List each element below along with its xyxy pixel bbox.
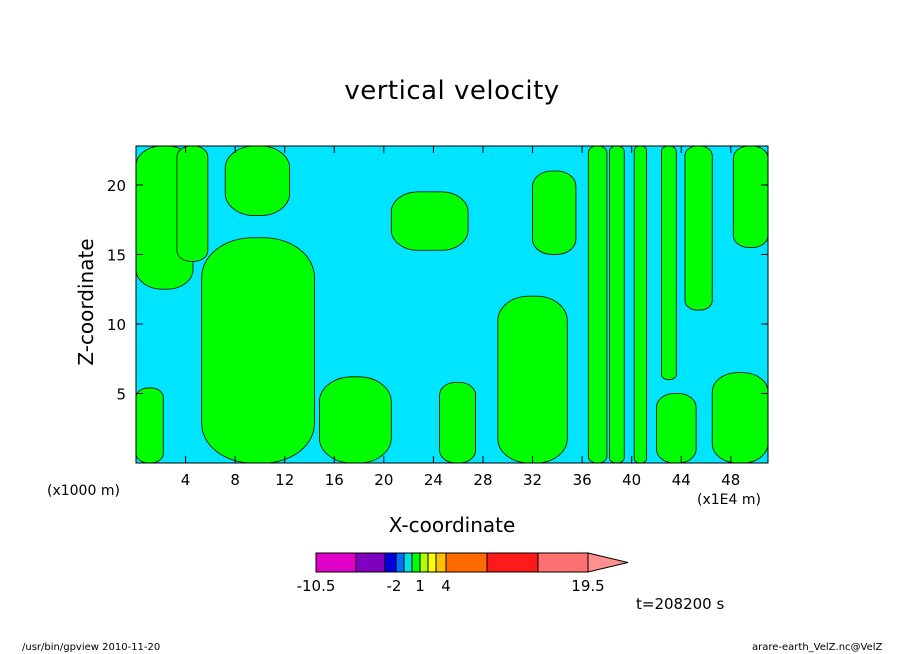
x-tick-label: 16 <box>325 471 344 489</box>
positive-region-4 <box>224 146 291 216</box>
positive-region-15 <box>732 146 768 248</box>
x-tick-label: 8 <box>230 471 240 489</box>
y-tick-label: 15 <box>107 246 126 264</box>
positive-region-2 <box>201 237 315 463</box>
positive-region-11 <box>608 146 625 463</box>
x-tick-label: 36 <box>573 471 592 489</box>
colorbar-swatch <box>537 552 589 573</box>
colorbar-swatch <box>384 552 397 573</box>
positive-region-7 <box>439 381 476 463</box>
time-label: t=208200 s <box>636 595 725 613</box>
colorbar-swatch <box>355 552 386 573</box>
positive-region-12 <box>633 146 647 463</box>
y-tick-label: 5 <box>116 385 126 403</box>
footer-left: /usr/bin/gpview 2010-11-20 <box>22 642 161 653</box>
positive-region-6 <box>390 191 469 251</box>
positive-region-14 <box>684 146 713 311</box>
y-axis-label: Z-coordinate <box>74 238 98 366</box>
y-tick-label: 10 <box>107 316 126 334</box>
chart-title: vertical velocity <box>344 76 560 106</box>
positive-region-13 <box>661 146 677 380</box>
colorbar-label: 4 <box>441 577 451 595</box>
positive-region-17 <box>711 372 768 463</box>
x-tick-label: 20 <box>374 471 393 489</box>
x-unit-label: (x1000 m) <box>47 483 120 499</box>
colorbar-swatch <box>395 552 405 573</box>
plot-frame <box>135 145 769 464</box>
positive-region-8 <box>497 295 568 463</box>
x-axis-label: X-coordinate <box>388 513 516 537</box>
colorbar-swatch <box>427 552 437 573</box>
colorbar-swatch <box>403 552 413 573</box>
positive-region-5 <box>319 376 392 463</box>
x-tick-label: 12 <box>275 471 294 489</box>
footer-right: arare-earth_VelZ.nc@VelZ <box>752 642 883 653</box>
positive-region-1 <box>136 387 164 463</box>
positive-region-16 <box>656 393 697 463</box>
y-tick-label: 20 <box>107 177 126 195</box>
x-tick-label: 28 <box>473 471 492 489</box>
colorbar-label: -2 <box>387 577 402 595</box>
colorbar-swatch <box>486 552 539 573</box>
colorbar-label: 1 <box>415 577 425 595</box>
positive-region-9 <box>532 170 577 255</box>
colorbar-label: -10.5 <box>297 577 336 595</box>
colorbar-swatch <box>315 552 357 573</box>
x-tick-label: 44 <box>672 471 691 489</box>
x-tick-label: 24 <box>424 471 443 489</box>
positive-region-10 <box>587 146 608 463</box>
colorbar-swatch <box>435 552 447 573</box>
x-tick-label: 32 <box>523 471 542 489</box>
positive-region-3 <box>176 146 209 262</box>
x-tick-label: 4 <box>181 471 191 489</box>
colorbar-swatch <box>445 552 488 573</box>
colorbar-extend-arrow <box>587 552 629 573</box>
x-tick-label: 48 <box>721 471 740 489</box>
x-tick-label: 40 <box>622 471 641 489</box>
colorbar-label: 19.5 <box>571 577 604 595</box>
x-scale-label: (x1E4 m) <box>697 492 761 508</box>
colorbar-swatch <box>419 552 429 573</box>
colorbar-swatch <box>411 552 421 573</box>
